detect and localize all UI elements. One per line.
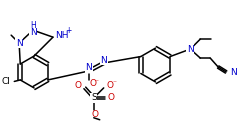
Text: ⁻: ⁻	[113, 78, 117, 87]
Text: N: N	[16, 39, 22, 48]
Text: ⁻: ⁻	[95, 77, 99, 86]
Text: Cl: Cl	[2, 77, 10, 86]
Text: N: N	[187, 45, 194, 54]
Text: N: N	[30, 28, 37, 37]
Text: N: N	[230, 69, 237, 78]
Text: +: +	[65, 26, 71, 35]
Text: O: O	[90, 79, 97, 88]
Text: H: H	[30, 21, 36, 30]
Text: N: N	[100, 55, 107, 65]
Text: O: O	[108, 93, 115, 102]
Text: S: S	[91, 93, 97, 102]
Text: O: O	[107, 81, 114, 90]
Text: NH: NH	[55, 31, 69, 40]
Text: O: O	[91, 110, 98, 119]
Text: O: O	[75, 81, 82, 90]
Text: N: N	[85, 64, 92, 72]
